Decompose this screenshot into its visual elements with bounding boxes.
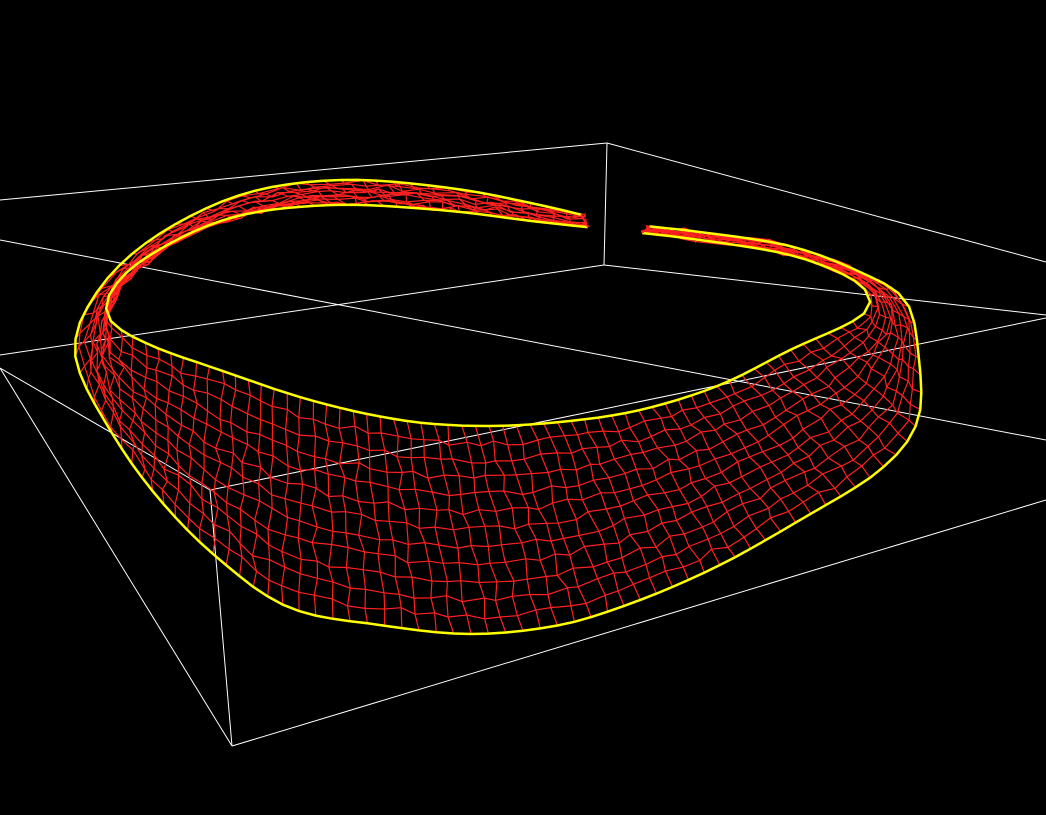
bounding-box-edge xyxy=(231,499,1046,747)
bounding-box-edge xyxy=(603,264,1046,316)
mesh-row-line xyxy=(104,200,873,447)
mesh-column-line xyxy=(570,420,641,601)
mesh-column-line xyxy=(296,397,304,612)
mesh-column-line xyxy=(366,413,386,626)
mesh-row-line xyxy=(96,188,900,549)
bounding-box-edge xyxy=(209,317,1046,491)
mesh-column-line xyxy=(433,423,472,635)
mesh-row-line xyxy=(78,179,917,620)
mesh-column-line xyxy=(338,407,351,622)
mesh-column-line xyxy=(311,400,319,616)
bounding-box-edge xyxy=(0,367,233,747)
mesh-row-line xyxy=(101,193,892,516)
mesh-row-line xyxy=(83,183,911,603)
bounding-box-edge xyxy=(0,264,605,356)
mesh-row-line xyxy=(104,199,880,464)
bounding-box-edge xyxy=(603,142,608,266)
bounding-box-edge xyxy=(0,367,211,491)
mesh-boundary xyxy=(74,178,923,636)
mesh-column-line xyxy=(406,420,437,633)
gap-edge xyxy=(641,225,650,234)
mesh-column-line xyxy=(556,421,625,607)
mesh-column-line xyxy=(638,410,721,566)
gap-edge xyxy=(580,214,589,228)
bounding-box-edge xyxy=(0,239,1046,441)
mesh-column-line xyxy=(677,399,767,541)
bounding-box-edge xyxy=(606,142,1046,263)
mesh-column-line xyxy=(352,410,368,624)
outer-rim-boundary xyxy=(74,178,923,636)
mesh-column-line xyxy=(664,403,752,549)
mesh-row-line xyxy=(102,195,887,497)
mesh-row-line xyxy=(92,186,903,566)
inner-rim-boundary xyxy=(104,203,872,428)
mesh-column-line xyxy=(790,349,897,456)
bounding-box-edge xyxy=(209,489,233,747)
mesh-row-line xyxy=(89,184,909,584)
bounding-box-edge xyxy=(0,142,608,201)
mesh-row-line xyxy=(99,190,893,531)
